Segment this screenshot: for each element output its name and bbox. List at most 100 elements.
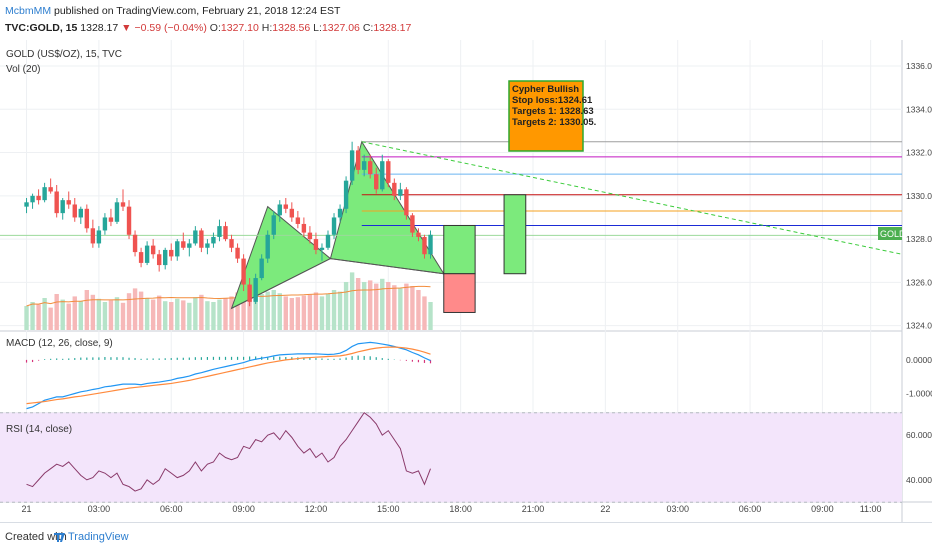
- trade-boxes: [443, 194, 527, 313]
- volume-bar: [361, 282, 367, 330]
- time-tick-label: 06:00: [739, 504, 762, 514]
- last-price: 1328.17: [80, 22, 119, 34]
- candle-body: [307, 232, 313, 240]
- time-tick-label: 09:00: [232, 504, 255, 514]
- volume-bar: [331, 290, 337, 330]
- volume-bar: [392, 285, 397, 330]
- candle-body: [193, 230, 198, 244]
- time-tick-label: 21:00: [522, 504, 545, 514]
- volume-bar: [374, 283, 379, 330]
- candle-body: [156, 254, 162, 266]
- time-tick-label: 06:00: [160, 504, 183, 514]
- time-tick-label: 11:00: [860, 504, 882, 514]
- volume-bars: [24, 272, 433, 330]
- volume-bar: [380, 278, 385, 330]
- rsi-tick-label: 60.0000: [906, 430, 932, 440]
- footer: Created with TradingView: [0, 522, 932, 551]
- price-levels: [0, 141, 903, 255]
- candle-body: [241, 258, 246, 285]
- volume-bar: [404, 283, 409, 330]
- cypher-annotation[interactable]: Cypher Bullish Stop loss:1324.61 Targets…: [508, 80, 596, 152]
- volume-bar: [108, 300, 114, 330]
- low-label: L:: [313, 22, 322, 34]
- annotation-target1: Targets 1: 1328.63: [512, 106, 594, 117]
- candle-body: [84, 208, 90, 229]
- volume-bar: [138, 291, 144, 330]
- candle-body: [301, 223, 307, 233]
- rsi-line: [26, 412, 431, 492]
- candle-body: [343, 180, 349, 209]
- volume-bar: [66, 303, 71, 330]
- macd-tick-label: 0.0000: [906, 355, 932, 365]
- candle-body: [175, 241, 180, 257]
- time-tick-label: 03:00: [88, 504, 111, 514]
- price-tick-label: 1334.00: [906, 104, 932, 114]
- tradingview-brand-link[interactable]: TradingView: [68, 531, 129, 543]
- volume-bar: [36, 304, 41, 330]
- volume-bar: [24, 306, 29, 330]
- candle-body: [114, 202, 120, 222]
- volume-bar: [343, 282, 349, 330]
- published-text: published on TradingView.com, February 2…: [54, 5, 341, 17]
- candle-body: [410, 215, 415, 233]
- candle-body: [96, 230, 102, 244]
- high-label: H:: [261, 22, 273, 34]
- volume-bar: [355, 278, 361, 330]
- candle-body: [163, 249, 168, 266]
- candle-body: [259, 258, 264, 279]
- volume-bar: [90, 294, 96, 330]
- volume-bar: [428, 302, 433, 330]
- volume-bar: [301, 295, 307, 330]
- candle-body: [211, 236, 216, 244]
- open-label: O:: [209, 22, 221, 34]
- candle-body: [289, 208, 295, 218]
- volume-bar: [102, 302, 108, 330]
- candle-body: [30, 195, 35, 203]
- price-axis: 1336.00 1334.00 1332.00 1330.00 1328.00 1326.…: [906, 61, 932, 485]
- price-change: −0.59 (−0.04%): [134, 22, 207, 34]
- signal-line: [26, 346, 431, 405]
- macd-line: [26, 341, 431, 410]
- macd-pane: [25, 341, 432, 410]
- price-tick-label: 1330.00: [906, 191, 932, 201]
- volume-bar: [156, 295, 162, 330]
- candle-body: [138, 252, 144, 263]
- publish-line: McbmMM published on TradingView.com, Feb…: [5, 5, 340, 17]
- annotation-title: Cypher Bullish: [512, 84, 579, 95]
- candle-body: [283, 204, 288, 209]
- candle-body: [126, 206, 132, 235]
- pattern-base-line: [231, 258, 444, 309]
- volume-bar: [144, 298, 150, 330]
- price-tick-label: 1326.00: [906, 277, 932, 287]
- time-tick-label: 09:00: [811, 504, 834, 514]
- time-tick-label: 21: [22, 504, 32, 514]
- candle-body: [404, 189, 409, 216]
- price-tick-label: 1332.00: [906, 148, 932, 158]
- chart-canvas[interactable]: 1336.00 1334.00 1332.00 1330.00 1328.00 1326.…: [0, 40, 932, 522]
- candle-body: [144, 245, 150, 263]
- low-value: 1327.06: [321, 22, 360, 34]
- volume-bar: [277, 293, 282, 330]
- time-tick-label: 12:00: [305, 504, 328, 514]
- candle-body: [78, 208, 83, 218]
- annotation-target2: Targets 2: 1330.05.: [512, 117, 596, 128]
- rsi-band: [0, 412, 902, 503]
- candle-body: [150, 245, 156, 255]
- price-tick-label: 1336.00: [906, 61, 932, 71]
- candle-body: [277, 204, 282, 216]
- volume-ma-line: [26, 285, 431, 307]
- candle-body: [229, 239, 234, 248]
- volume-bar: [368, 280, 373, 330]
- author-link[interactable]: McbmMM: [5, 5, 52, 17]
- volume-bar: [235, 292, 240, 330]
- volume-bar: [259, 294, 264, 330]
- candle-body: [325, 234, 331, 248]
- candle-body: [380, 161, 385, 190]
- volume-bar: [187, 302, 192, 330]
- symbol-label: TVC:GOLD, 15: [5, 22, 78, 34]
- candle-body: [355, 150, 361, 170]
- candle-body: [223, 226, 228, 240]
- rsi-pane: [0, 412, 902, 503]
- candle-body: [90, 228, 96, 244]
- candle-body: [398, 189, 403, 196]
